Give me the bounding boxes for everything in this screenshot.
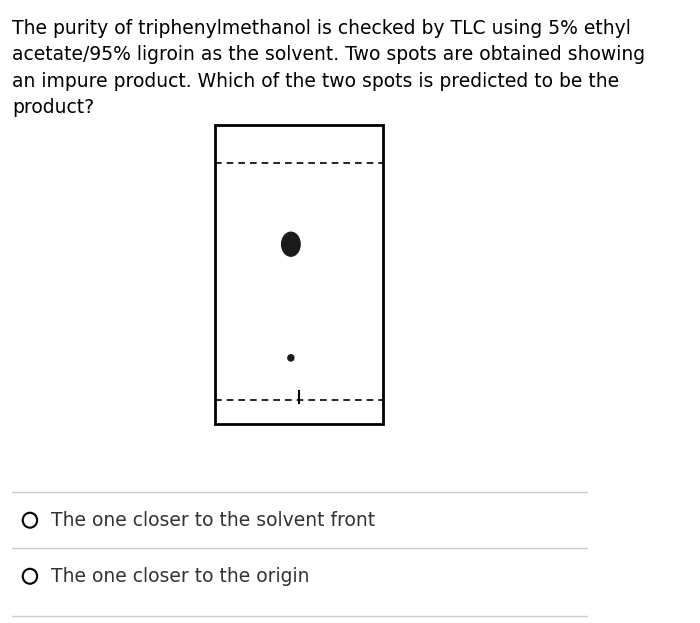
Text: The purity of triphenylmethanol is checked by TLC using 5% ethyl
acetate/95% lig: The purity of triphenylmethanol is check… <box>12 19 645 117</box>
Circle shape <box>288 354 294 361</box>
Bar <box>216 125 383 424</box>
Text: The one closer to the origin: The one closer to the origin <box>51 567 309 586</box>
Ellipse shape <box>281 232 300 256</box>
Text: The one closer to the solvent front: The one closer to the solvent front <box>51 511 375 530</box>
